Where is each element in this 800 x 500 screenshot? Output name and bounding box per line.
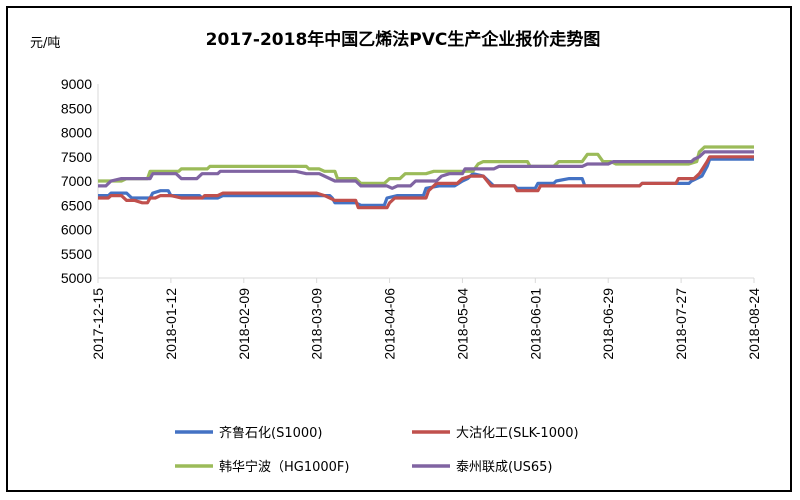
- x-tick-label: 2018-01-12: [163, 288, 179, 360]
- y-tick-label: 8500: [61, 100, 92, 116]
- x-tick-label: 2018-03-09: [309, 288, 325, 360]
- y-tick-labels: 9000 8500 8000 7500 7000 6500 6000 5500 5000: [61, 76, 92, 286]
- series-line-2: [98, 145, 754, 185]
- y-unit-label: 元/吨: [30, 36, 60, 51]
- x-tick-label: 2018-04-06: [382, 288, 398, 360]
- x-tick-marks: [97, 278, 755, 283]
- y-tick-label: 6500: [61, 197, 92, 213]
- x-tick-label: 2018-08-24: [746, 288, 762, 360]
- legend-label: 韩华宁波（HG1000F): [219, 459, 349, 475]
- x-tick-label: 2018-07-27: [673, 288, 689, 360]
- legend: 齐鲁石化(S1000) 大沽化工(SLK-1000) 韩华宁波（HG1000F) 泰州…: [175, 425, 579, 475]
- series-line-3: [98, 150, 754, 190]
- y-tick-label: 6000: [61, 222, 92, 238]
- legend-label: 泰州联成(US65): [456, 460, 552, 475]
- y-tick-label: 7500: [61, 149, 92, 165]
- x-tick-label: 2018-06-01: [527, 288, 543, 360]
- y-tick-label: 5500: [61, 246, 92, 262]
- chart-title: 2017-2018年中国乙烯法PVC生产企业报价走势图: [206, 29, 601, 50]
- x-tick-label: 2017-12-15: [90, 288, 106, 360]
- x-tick-label: 2018-05-04: [454, 288, 470, 360]
- x-tick-label: 2018-06-29: [600, 288, 616, 360]
- x-tick-labels: 2017-12-15 2018-01-12 2018-02-09 2018-03-09…: [90, 288, 762, 360]
- legend-label: 大沽化工(SLK-1000): [456, 426, 579, 441]
- y-tick-label: 5000: [61, 270, 92, 286]
- legend-label: 齐鲁石化(S1000): [219, 425, 322, 441]
- series-lines: [98, 145, 754, 210]
- chart-frame: [6, 6, 792, 492]
- y-tick-label: 7000: [61, 173, 92, 189]
- x-tick-label: 2018-02-09: [236, 288, 252, 360]
- y-tick-label: 9000: [61, 76, 92, 92]
- y-tick-label: 8000: [61, 125, 92, 141]
- series-line-1: [98, 155, 754, 210]
